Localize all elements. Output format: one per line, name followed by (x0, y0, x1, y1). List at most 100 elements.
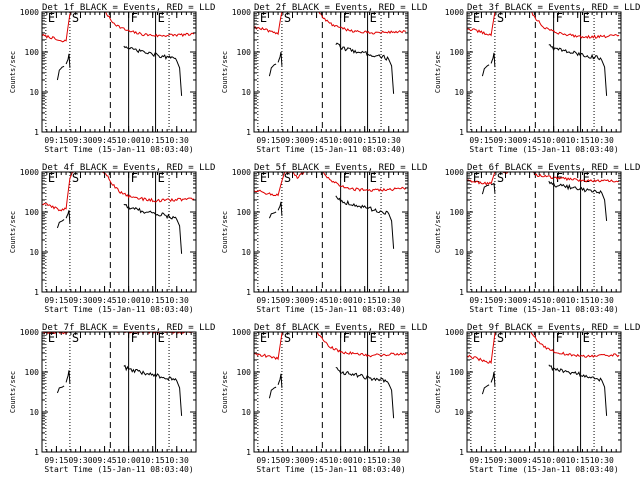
marker-label: E (260, 11, 267, 25)
x-axis-label: Start Time (15-Jan-11 08:03:40) (256, 465, 405, 474)
y-axis-label: Counts/sec (9, 51, 17, 93)
x-tick-label: 09:15 (469, 296, 493, 305)
events-series-line (56, 65, 65, 81)
x-tick-label: 09:15 (256, 136, 280, 145)
events-series-line (268, 63, 277, 77)
y-axis-label: Counts/sec (221, 371, 229, 413)
x-tick-label: 10:30 (165, 456, 189, 465)
x-tick-label: 10:15 (141, 456, 165, 465)
events-series-line (65, 53, 71, 68)
marker-label: E (48, 11, 55, 25)
y-axis-label: Counts/sec (221, 51, 229, 93)
x-axis-label: Start Time (15-Jan-11 08:03:40) (44, 305, 193, 314)
marker-label: E (370, 171, 377, 185)
y-tick-label: 100 (25, 48, 40, 57)
events-series-line (123, 364, 183, 416)
x-axis-label: Start Time (15-Jan-11 08:03:40) (469, 465, 618, 474)
marker-label: F (556, 11, 563, 25)
x-tick-label: 10:00 (329, 296, 353, 305)
panel-title: Det 4f BLACK = Events, RED = LLD (42, 163, 215, 173)
marker-label: E (583, 331, 590, 345)
marker-label: S (497, 331, 504, 345)
events-series-line (490, 52, 496, 68)
x-tick-label: 09:30 (493, 296, 517, 305)
marker-label: S (284, 171, 291, 185)
events-series-line (277, 51, 283, 66)
plot-frame (41, 331, 197, 453)
x-tick-label: 10:15 (566, 296, 590, 305)
events-series-line (268, 386, 277, 399)
events-series-line (481, 384, 490, 395)
y-axis-label: Counts/sec (9, 371, 17, 413)
x-axis-label: Start Time (15-Jan-11 08:03:40) (256, 145, 405, 154)
x-tick-label: 10:15 (141, 296, 165, 305)
panel-title: Det 6f BLACK = Events, RED = LLD (467, 163, 640, 173)
lld-series-line (467, 332, 620, 365)
y-tick-label: 1000 (232, 8, 251, 17)
events-series-line (548, 43, 608, 96)
y-tick-label: 1 (246, 288, 251, 297)
x-tick-label: 10:30 (165, 296, 189, 305)
events-series-line (490, 371, 496, 386)
plot-frame (253, 331, 409, 453)
y-tick-label: 1000 (445, 168, 464, 177)
plot-frame (466, 331, 622, 453)
y-tick-label: 10 (241, 408, 251, 417)
events-series-line (335, 195, 395, 249)
x-tick-label: 09:30 (280, 296, 304, 305)
events-series-line (481, 184, 490, 195)
y-axis-label: Counts/sec (9, 211, 17, 253)
marker-label: E (48, 331, 55, 345)
y-tick-label: 100 (450, 368, 465, 377)
x-tick-label: 10:15 (353, 296, 377, 305)
panel-title: Det 9f BLACK = Events, RED = LLD (467, 323, 640, 333)
x-tick-label: 09:45 (93, 296, 117, 305)
x-tick-label: 10:15 (353, 456, 377, 465)
marker-label: E (158, 171, 165, 185)
events-series-line (123, 45, 183, 96)
x-axis-label: Start Time (15-Jan-11 08:03:40) (469, 145, 618, 154)
events-series-line (548, 180, 608, 221)
lld-series-line (254, 172, 407, 197)
x-tick-label: 09:30 (280, 456, 304, 465)
plot-frame (466, 11, 622, 133)
lld-series-line (254, 332, 407, 361)
x-tick-label: 10:15 (566, 456, 590, 465)
lld-series-line (467, 12, 620, 39)
x-tick-label: 10:30 (377, 456, 401, 465)
marker-label: S (72, 331, 79, 345)
y-tick-label: 10 (241, 88, 251, 97)
plot-frame (41, 11, 197, 133)
y-tick-label: 1 (459, 288, 464, 297)
y-axis-label: Counts/sec (434, 371, 442, 413)
events-series-line (335, 366, 395, 419)
lld-series-line (42, 172, 195, 212)
panel-title: Det 8f BLACK = Events, RED = LLD (254, 323, 427, 333)
y-axis-label: Counts/sec (221, 211, 229, 253)
y-tick-label: 1 (459, 448, 464, 457)
marker-label: S (497, 171, 504, 185)
x-tick-label: 10:30 (165, 136, 189, 145)
x-tick-label: 09:45 (518, 456, 542, 465)
y-axis-label: Counts/sec (434, 51, 442, 93)
x-tick-label: 09:45 (93, 456, 117, 465)
x-tick-label: 09:30 (280, 136, 304, 145)
y-tick-label: 100 (450, 208, 465, 217)
x-tick-label: 09:45 (93, 136, 117, 145)
y-tick-label: 100 (450, 48, 465, 57)
events-series-line (548, 364, 608, 416)
lld-series-line (42, 12, 195, 43)
x-tick-label: 09:45 (305, 136, 329, 145)
x-tick-label: 10:00 (542, 136, 566, 145)
x-tick-label: 09:30 (493, 456, 517, 465)
x-tick-label: 09:15 (44, 456, 68, 465)
marker-label: E (158, 11, 165, 25)
marker-label: F (131, 171, 138, 185)
